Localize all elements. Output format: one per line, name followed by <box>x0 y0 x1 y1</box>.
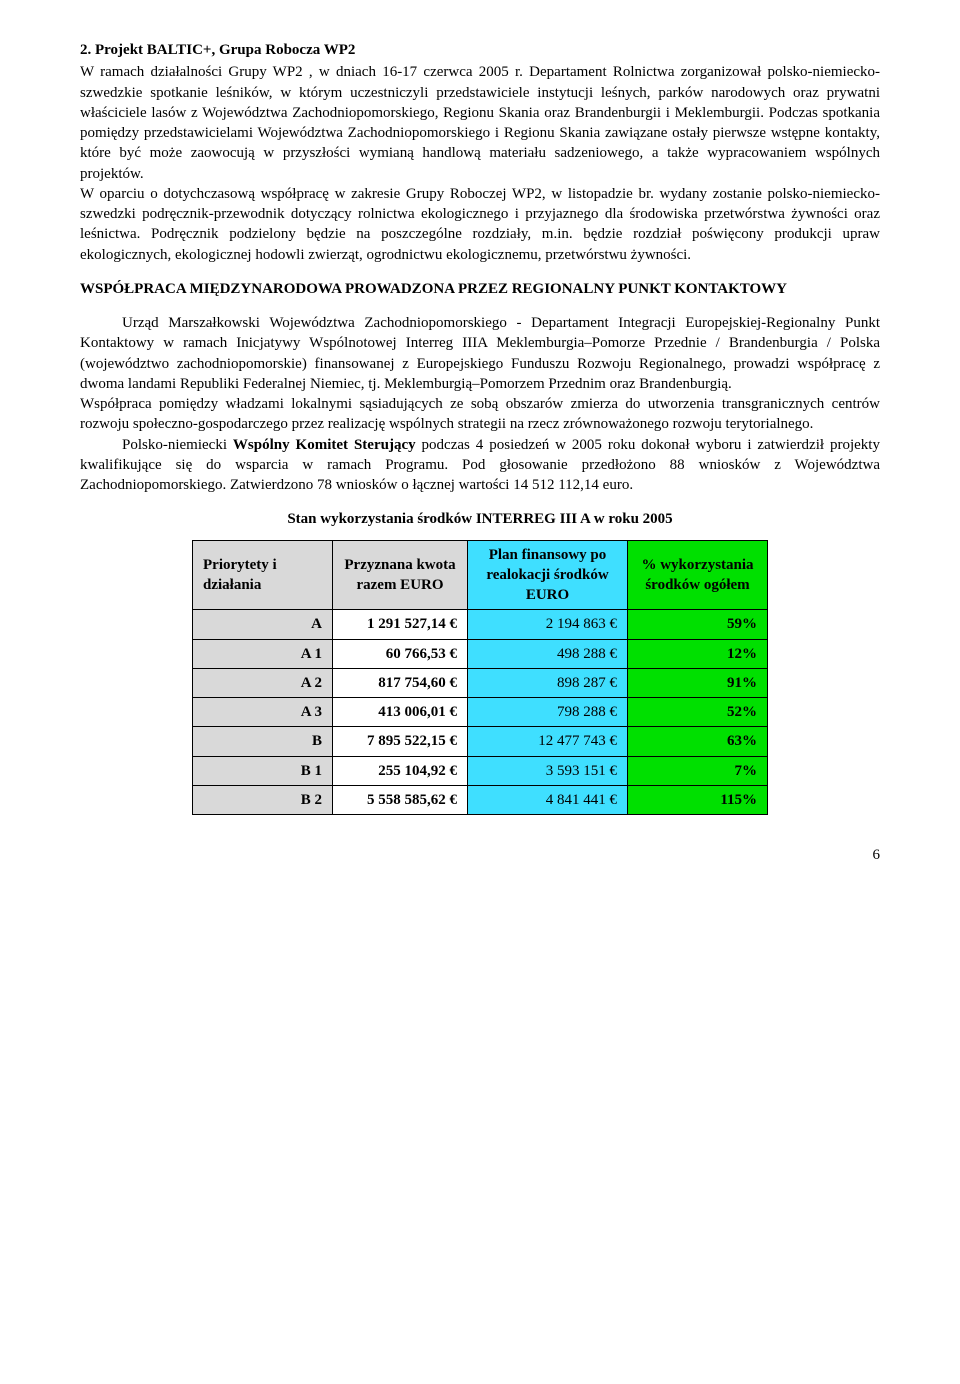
cell-pct: 59% <box>628 610 768 639</box>
table-row: A 1 60 766,53 € 498 288 € 12% <box>193 639 768 668</box>
cell-euro: 817 754,60 € <box>333 668 468 697</box>
cell-plan: 898 287 € <box>468 668 628 697</box>
section2-p2: Współpraca pomiędzy władzami lokalnymi s… <box>80 394 880 435</box>
cell-priority: A <box>193 610 333 639</box>
th-granted: Przyznana kwota razem EURO <box>333 540 468 610</box>
section1-body: W ramach działalności Grupy WP2 , w dnia… <box>80 62 880 265</box>
funds-table: Priorytety i działania Przyznana kwota r… <box>192 540 768 816</box>
cell-euro: 60 766,53 € <box>333 639 468 668</box>
cell-euro: 413 006,01 € <box>333 698 468 727</box>
cell-plan: 4 841 441 € <box>468 785 628 814</box>
cell-plan: 12 477 743 € <box>468 727 628 756</box>
cell-plan: 3 593 151 € <box>468 756 628 785</box>
cell-pct: 63% <box>628 727 768 756</box>
section1-title: 2. Projekt BALTIC+, Grupa Robocza WP2 <box>80 40 880 60</box>
table-row: B 2 5 558 585,62 € 4 841 441 € 115% <box>193 785 768 814</box>
th-plan: Plan finansowy po realokacji środków EUR… <box>468 540 628 610</box>
cell-pct: 91% <box>628 668 768 697</box>
section2-p1: Urząd Marszałkowski Województwa Zachodni… <box>80 313 880 394</box>
cell-plan: 2 194 863 € <box>468 610 628 639</box>
cell-pct: 12% <box>628 639 768 668</box>
page-number: 6 <box>80 845 880 865</box>
section2-p3: Polsko-niemiecki Wspólny Komitet Sterują… <box>80 435 880 496</box>
cell-pct: 52% <box>628 698 768 727</box>
cell-pct: 7% <box>628 756 768 785</box>
table-header-row: Priorytety i działania Przyznana kwota r… <box>193 540 768 610</box>
cell-priority: B 1 <box>193 756 333 785</box>
cell-plan: 498 288 € <box>468 639 628 668</box>
cell-priority: B 2 <box>193 785 333 814</box>
th-percent: % wykorzystania środków ogółem <box>628 540 768 610</box>
cell-euro: 255 104,92 € <box>333 756 468 785</box>
section2-heading: WSPÓŁPRACA MIĘDZYNARODOWA PROWADZONA PRZ… <box>80 279 880 299</box>
table-row: A 3 413 006,01 € 798 288 € 52% <box>193 698 768 727</box>
table-row: A 1 291 527,14 € 2 194 863 € 59% <box>193 610 768 639</box>
cell-priority: B <box>193 727 333 756</box>
cell-pct: 115% <box>628 785 768 814</box>
cell-euro: 1 291 527,14 € <box>333 610 468 639</box>
table-row: B 1 255 104,92 € 3 593 151 € 7% <box>193 756 768 785</box>
table-row: A 2 817 754,60 € 898 287 € 91% <box>193 668 768 697</box>
table-row: B 7 895 522,15 € 12 477 743 € 63% <box>193 727 768 756</box>
table-title: Stan wykorzystania środków INTERREG III … <box>80 509 880 529</box>
cell-plan: 798 288 € <box>468 698 628 727</box>
th-priorities: Priorytety i działania <box>193 540 333 610</box>
cell-priority: A 3 <box>193 698 333 727</box>
cell-priority: A 2 <box>193 668 333 697</box>
cell-priority: A 1 <box>193 639 333 668</box>
section1-body2-text: W oparciu o dotychczasową współpracę w z… <box>80 186 880 263</box>
cell-euro: 5 558 585,62 € <box>333 785 468 814</box>
section1-body-text: W ramach działalności Grupy WP2 , w dnia… <box>80 64 880 181</box>
cell-euro: 7 895 522,15 € <box>333 727 468 756</box>
